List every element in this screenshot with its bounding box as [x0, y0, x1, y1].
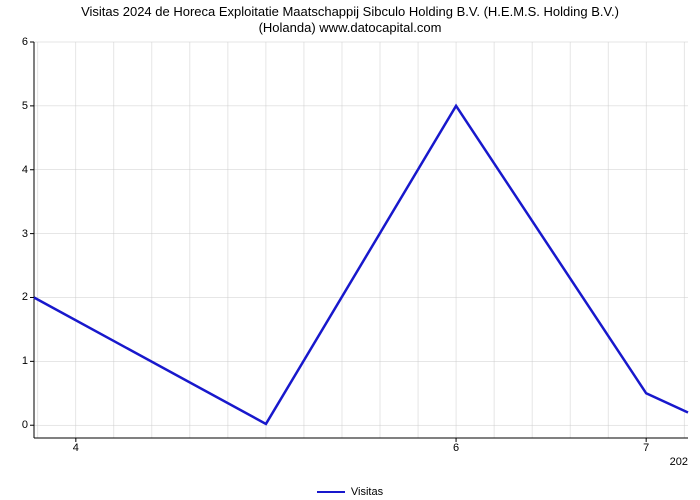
legend-line — [317, 491, 345, 493]
legend-label: Visitas — [351, 486, 383, 498]
chart-title-line1: Visitas 2024 de Horeca Exploitatie Maats… — [0, 4, 700, 20]
x-tick-label: 7 — [643, 442, 649, 454]
y-tick-label: 4 — [22, 164, 28, 176]
y-tick-label: 3 — [22, 228, 28, 240]
y-tick-label: 1 — [22, 355, 28, 367]
x-sub-label: 202 — [670, 456, 688, 468]
plot-svg — [34, 42, 688, 438]
data-line — [34, 106, 688, 424]
y-tick-label: 5 — [22, 100, 28, 112]
y-tick-label: 0 — [22, 419, 28, 431]
chart-title-line2: (Holanda) www.datocapital.com — [0, 20, 700, 36]
x-tick-label: 4 — [73, 442, 79, 454]
legend: Visitas — [0, 486, 700, 498]
y-tick-label: 2 — [22, 291, 28, 303]
chart-title: Visitas 2024 de Horeca Exploitatie Maats… — [0, 4, 700, 37]
plot-area: 0123456467202 — [34, 42, 688, 438]
y-tick-label: 6 — [22, 36, 28, 48]
chart-container: Visitas 2024 de Horeca Exploitatie Maats… — [0, 0, 700, 500]
x-tick-label: 6 — [453, 442, 459, 454]
